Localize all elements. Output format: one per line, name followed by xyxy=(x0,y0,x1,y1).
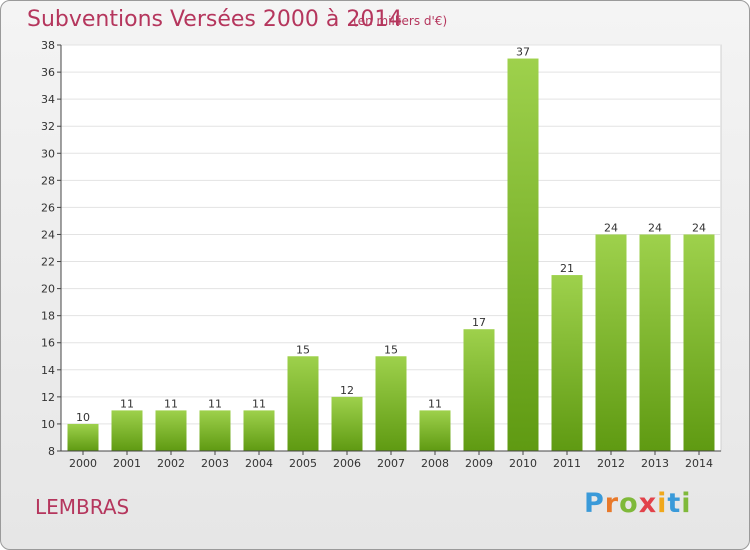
x-tick-label: 2003 xyxy=(201,457,229,470)
chart-subtitle: (en milliers d'€) xyxy=(353,14,448,28)
y-tick-label: 22 xyxy=(41,256,55,269)
bar-value-label: 15 xyxy=(296,343,310,356)
x-tick-label: 2008 xyxy=(421,457,449,470)
logo-letter: r xyxy=(604,488,620,519)
bar-2007 xyxy=(375,356,407,451)
logo-letter: o xyxy=(619,488,639,519)
x-tick-label: 2007 xyxy=(377,457,405,470)
y-tick-label: 14 xyxy=(41,364,55,377)
bar-value-label: 12 xyxy=(340,384,354,397)
proxiti-logo: Proxiti xyxy=(584,488,692,519)
logo-letter: P xyxy=(584,488,605,519)
x-tick-label: 2010 xyxy=(509,457,537,470)
x-tick-label: 2012 xyxy=(597,457,625,470)
x-tick-label: 2004 xyxy=(245,457,273,470)
x-tick-label: 2002 xyxy=(157,457,185,470)
x-tick-label: 2014 xyxy=(685,457,713,470)
bar-2010 xyxy=(507,58,539,452)
bar-value-label: 24 xyxy=(692,221,706,234)
y-tick-label: 28 xyxy=(41,174,55,187)
bar-2009 xyxy=(463,329,495,451)
bar-2013 xyxy=(639,234,671,451)
bar-value-label: 10 xyxy=(76,411,90,424)
x-tick-label: 2005 xyxy=(289,457,317,470)
y-tick-label: 10 xyxy=(41,418,55,431)
y-tick-label: 38 xyxy=(41,39,55,52)
bar-value-label: 37 xyxy=(516,46,530,59)
y-tick-label: 36 xyxy=(41,66,55,79)
commune-name: LEMBRAS xyxy=(35,495,130,519)
bar-2011 xyxy=(551,275,583,451)
bar-2000 xyxy=(67,423,99,451)
bar-2006 xyxy=(331,396,363,451)
bar-2008 xyxy=(419,410,451,451)
bar-value-label: 17 xyxy=(472,316,486,329)
bar-2004 xyxy=(243,410,275,451)
logo-letter: t xyxy=(667,488,682,519)
y-tick-label: 24 xyxy=(41,228,55,241)
logo-letter: i xyxy=(657,488,668,519)
bar-2003 xyxy=(199,410,231,451)
bar-value-label: 24 xyxy=(604,221,618,234)
x-tick-label: 2009 xyxy=(465,457,493,470)
bar-value-label: 21 xyxy=(560,262,574,275)
y-tick-label: 8 xyxy=(48,445,55,458)
x-tick-label: 2013 xyxy=(641,457,669,470)
bar-2012 xyxy=(595,234,627,451)
bar-value-label: 11 xyxy=(252,397,266,410)
y-tick-label: 20 xyxy=(41,283,55,296)
bar-value-label: 11 xyxy=(428,397,442,410)
y-tick-label: 32 xyxy=(41,120,55,133)
y-tick-label: 26 xyxy=(41,201,55,214)
chart-title: Subventions Versées 2000 à 2014 xyxy=(27,7,403,32)
bar-2002 xyxy=(155,410,187,451)
x-tick-label: 2006 xyxy=(333,457,361,470)
bar-value-label: 11 xyxy=(164,397,178,410)
bar-value-label: 24 xyxy=(648,221,662,234)
x-tick-label: 2011 xyxy=(553,457,581,470)
y-tick-label: 16 xyxy=(41,337,55,350)
bar-2001 xyxy=(111,410,143,451)
logo-letter: i xyxy=(681,488,692,519)
bar-value-label: 11 xyxy=(120,397,134,410)
y-axis-ticks: 8 10 12 14 16 18 20 22 24 26 28 30 32 34 36 38 xyxy=(41,39,61,458)
x-axis-ticks: 2000 2001 2002 2003 2004 2005 2006 2007 2008 2009… xyxy=(69,451,713,470)
y-tick-label: 18 xyxy=(41,310,55,323)
y-tick-label: 12 xyxy=(41,391,55,404)
bar-2005 xyxy=(287,356,319,451)
x-tick-label: 2001 xyxy=(113,457,141,470)
bar-value-label: 11 xyxy=(208,397,222,410)
logo-letter: x xyxy=(638,488,658,519)
bar-value-label: 15 xyxy=(384,343,398,356)
bar-2014 xyxy=(683,234,715,451)
y-tick-label: 30 xyxy=(41,147,55,160)
x-tick-label: 2000 xyxy=(69,457,97,470)
bars: 10 11 11 11 11 15 12 15 11 17 37 21 24 24 24 xyxy=(67,46,715,452)
y-tick-label: 34 xyxy=(41,93,55,106)
